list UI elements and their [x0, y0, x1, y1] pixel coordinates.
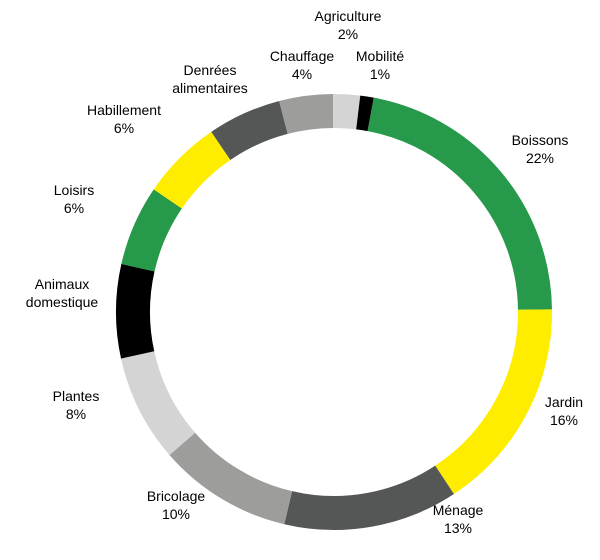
slice-menage: [284, 465, 454, 530]
slice-plantes: [121, 350, 196, 455]
label-habillement: Habillement 6%: [87, 102, 161, 136]
label-mobilite: Mobilité 1%: [356, 48, 404, 82]
label-boissons: Boissons 22%: [512, 132, 569, 166]
slice-mobilite: [356, 95, 374, 132]
slice-habillement: [153, 131, 231, 209]
label-denrees-alimentaires: Denrées alimentaires: [172, 62, 247, 96]
label-loisirs: Loisirs 6%: [54, 182, 94, 216]
label-agriculture: Agriculture 2%: [315, 8, 382, 42]
label-bricolage: Bricolage 10%: [147, 488, 206, 522]
slice-labels: Boissons 22% Jardin 16% Ménage 13% Bricolage 10…: [26, 8, 583, 536]
label-plantes: Plantes 8%: [53, 388, 100, 422]
slice-boissons: [367, 97, 552, 310]
slice-loisirs: [121, 189, 183, 272]
slice-bricolage: [169, 432, 293, 525]
label-animaux-domestique: Animaux domestique: [26, 276, 99, 310]
label-jardin: Jardin 16%: [545, 394, 583, 428]
slice-agriculture: [332, 94, 361, 130]
slice-jardin: [435, 309, 552, 495]
slice-chauffage: [279, 94, 334, 135]
slice-denrees-alimentaires: [211, 101, 289, 161]
donut-slices: [116, 94, 552, 530]
slice-animaux-domestique: [116, 263, 155, 359]
label-menage: Ménage 13%: [433, 502, 484, 536]
label-chauffage: Chauffage 4%: [270, 48, 335, 82]
